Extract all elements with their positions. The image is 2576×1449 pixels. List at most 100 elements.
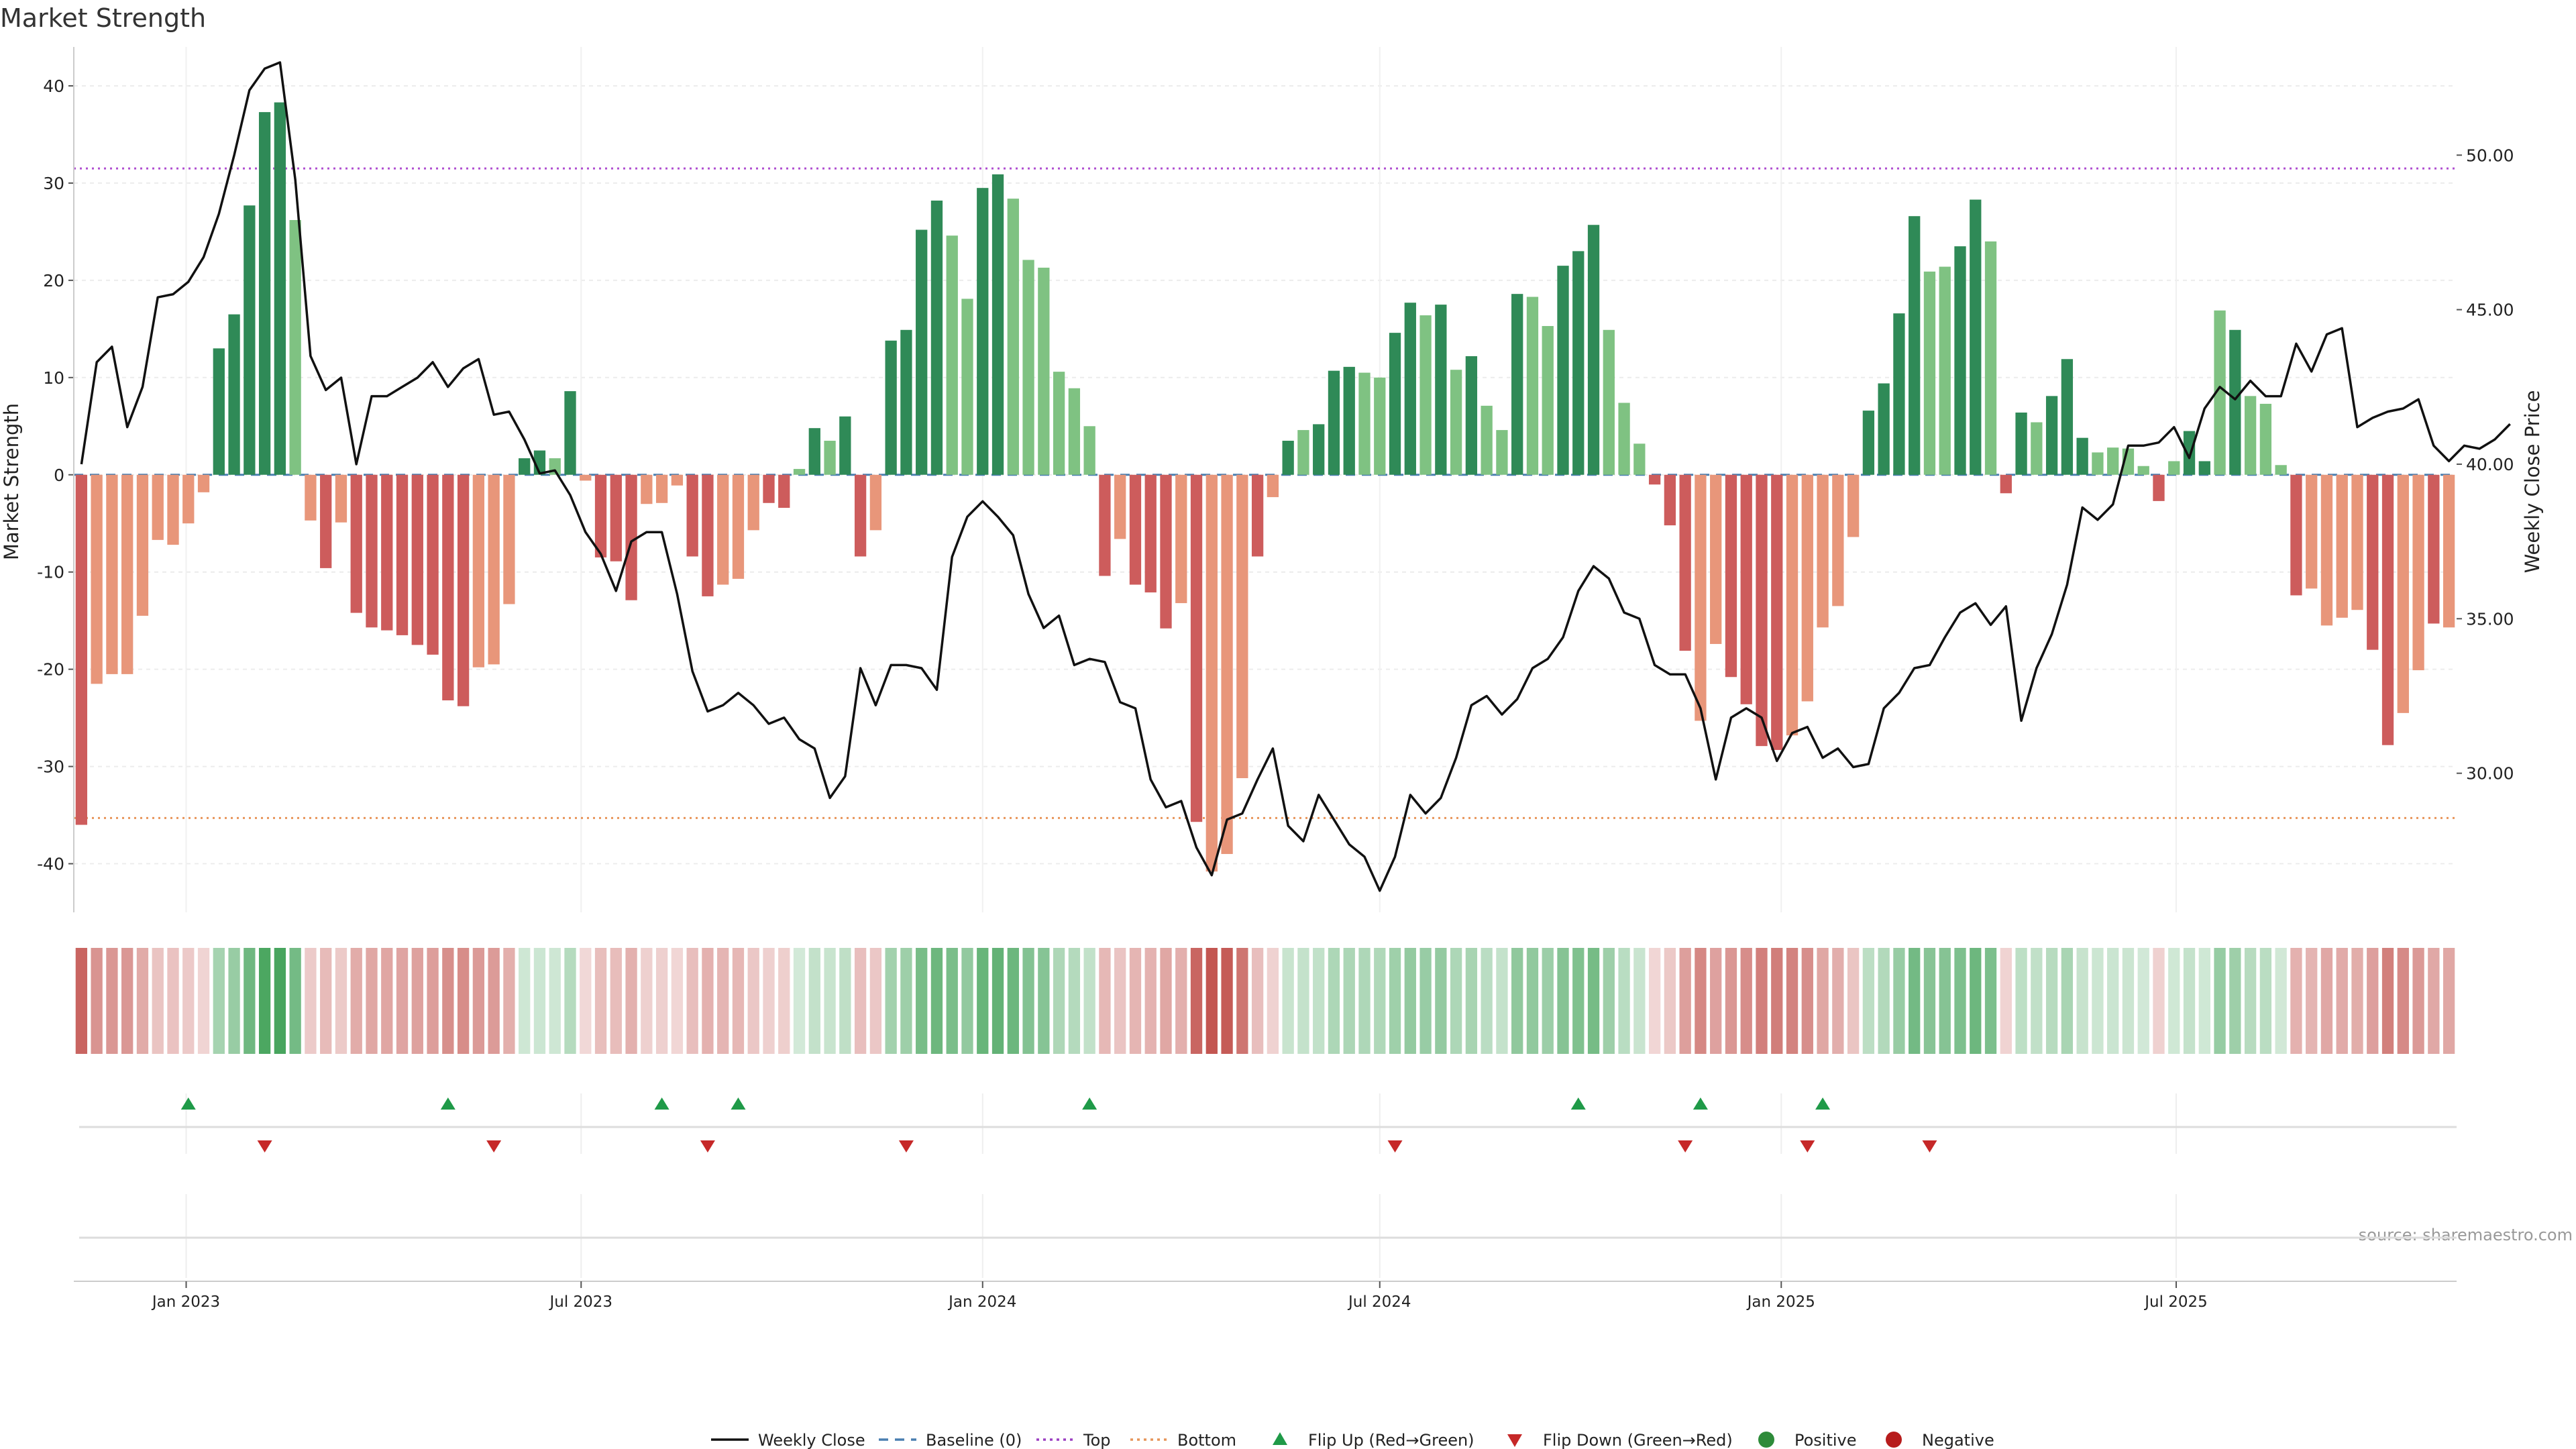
strength-bar	[1633, 443, 1646, 475]
heat-cell	[839, 948, 851, 1054]
heat-cell	[1878, 948, 1890, 1054]
strength-bar	[1007, 199, 1019, 475]
strength-bar	[1343, 366, 1355, 475]
x-tick-label: Jul 2023	[548, 1293, 612, 1311]
legend-item: Positive	[1758, 1431, 1857, 1449]
heat-cell	[2229, 948, 2241, 1054]
strength-bar	[1175, 474, 1187, 604]
flip-down-marker	[257, 1140, 272, 1152]
strength-bar	[2229, 329, 2241, 475]
strength-bar	[1450, 370, 1462, 475]
strength-bar	[1557, 266, 1569, 475]
heat-cell	[1267, 948, 1279, 1054]
strength-bar	[2259, 403, 2272, 475]
strength-bar	[1984, 241, 1997, 475]
strength-bar	[152, 474, 164, 540]
heat-cell	[91, 948, 103, 1054]
heat-cell	[488, 948, 500, 1054]
heat-cell	[2443, 948, 2455, 1054]
legend-item: Baseline (0)	[879, 1431, 1022, 1449]
heat-cell	[1450, 948, 1462, 1054]
strength-bar	[350, 474, 362, 613]
heat-cell	[457, 948, 470, 1054]
x-tick-label: Jul 2024	[1347, 1293, 1411, 1311]
heat-cell	[1939, 948, 1951, 1054]
strength-bar	[1893, 313, 1905, 475]
strength-bar	[2412, 474, 2424, 671]
heat-cell	[2244, 948, 2257, 1054]
strength-bar	[1389, 333, 1401, 475]
legend-label: Flip Up (Red→Green)	[1308, 1431, 1474, 1449]
strength-bar	[2244, 396, 2257, 475]
strength-bar	[1267, 474, 1279, 498]
strength-bar	[824, 441, 836, 475]
legend-icon-triangle-down	[1507, 1434, 1522, 1447]
strength-bar	[1511, 294, 1523, 475]
heat-cell	[2168, 948, 2180, 1054]
strength-bar	[1129, 474, 1142, 585]
strength-bar	[1587, 225, 1600, 475]
heat-cell	[2198, 948, 2210, 1054]
heat-cell	[2153, 948, 2165, 1054]
heat-cell	[213, 948, 225, 1054]
heat-cell	[305, 948, 317, 1054]
strength-bar	[488, 474, 500, 665]
heat-cell	[472, 948, 485, 1054]
strength-bar	[2214, 310, 2226, 475]
heat-cell	[366, 948, 378, 1054]
reference-lines	[74, 167, 2457, 819]
strength-bar	[2183, 431, 2196, 475]
heat-cell	[1343, 948, 1355, 1054]
heat-cell	[1923, 948, 1936, 1054]
weekly-close-series	[80, 61, 2511, 892]
strength-bar	[442, 474, 454, 701]
heat-cell	[2183, 948, 2196, 1054]
heat-cell	[2031, 948, 2043, 1054]
strength-bar	[2290, 474, 2302, 596]
legend-label: Baseline (0)	[926, 1431, 1022, 1449]
x-axis: Jan 2023 Jul 2023 Jan 2024 Jul 2024 Jan 2025…	[74, 1281, 2457, 1311]
heat-cell	[2214, 948, 2226, 1054]
heat-cell	[625, 948, 637, 1054]
heat-cell	[2306, 948, 2318, 1054]
heat-cell	[2061, 948, 2074, 1054]
heat-cell	[808, 948, 820, 1054]
flip-up-marker	[440, 1097, 455, 1110]
flip-down-marker	[898, 1140, 914, 1152]
strength-bar	[503, 474, 515, 604]
heat-cell	[1679, 948, 1691, 1054]
heat-cell	[1817, 948, 1829, 1054]
heat-cell	[2412, 948, 2424, 1054]
heat-cell	[946, 948, 958, 1054]
heat-cell	[854, 948, 867, 1054]
legend-item: Negative	[1886, 1431, 1994, 1449]
heat-cell	[1083, 948, 1095, 1054]
heat-cell	[1160, 948, 1172, 1054]
y-axis-left: -40 -30 -20 -10 0 10 20 30 40	[37, 47, 74, 912]
strength-bar	[457, 474, 470, 706]
strength-bar	[2443, 474, 2455, 628]
strength-bar	[564, 391, 576, 475]
strength-bar	[1923, 271, 1936, 475]
strength-bar	[1909, 216, 1921, 475]
heat-cell	[1664, 948, 1676, 1054]
heat-cell	[564, 948, 576, 1054]
heat-cell	[2351, 948, 2363, 1054]
heat-cell	[350, 948, 362, 1054]
strength-bar	[977, 188, 989, 475]
heat-cell	[671, 948, 684, 1054]
heat-cell	[106, 948, 118, 1054]
flip-up-marker	[654, 1097, 669, 1110]
flip-down-marker	[1800, 1140, 1815, 1152]
heat-cell	[747, 948, 759, 1054]
heat-cell	[1648, 948, 1661, 1054]
heat-cell	[2275, 948, 2287, 1054]
strength-bar	[197, 474, 210, 492]
heat-cell	[686, 948, 698, 1054]
heat-cell	[1511, 948, 1523, 1054]
heat-cell	[961, 948, 973, 1054]
heat-cell	[1481, 948, 1493, 1054]
strength-bar	[1160, 474, 1172, 629]
y2-axis-title: Weekly Close Price	[2521, 390, 2544, 574]
